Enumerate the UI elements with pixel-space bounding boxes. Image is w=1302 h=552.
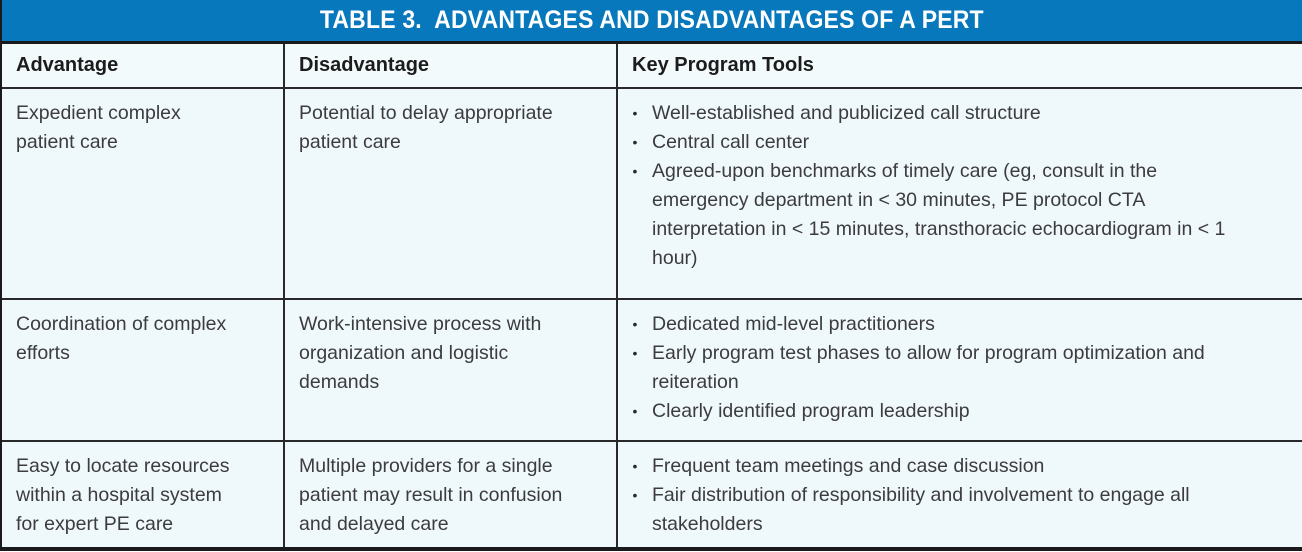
row2-tools-cell: • Dedicated mid-level practitioners • Earl…: [618, 300, 1302, 442]
tool-item: • Clearly identified program leadership: [630, 397, 1246, 426]
tool-item: • Well-established and publicized call st…: [630, 99, 1246, 128]
column-header-advantage: Advantage: [2, 44, 285, 89]
tool-item: • Fair distribution of responsibility and…: [630, 481, 1246, 539]
row1-advantage-cell: Expedient complex patient care: [2, 89, 285, 300]
bullet-icon: •: [632, 403, 638, 419]
tool-item-text: Dedicated mid-level practitioners: [652, 313, 935, 335]
row2-disadvantage-cell: Work-intensive process with organization…: [285, 300, 618, 442]
bullet-icon: •: [632, 345, 638, 361]
bullet-icon: •: [632, 163, 638, 179]
row1-tools-cell: • Well-established and publicized call st…: [618, 89, 1302, 300]
tool-item-text: Well-established and publicized call str…: [652, 102, 1041, 124]
tools-list: • Well-established and publicized call st…: [630, 99, 1246, 273]
tool-item: • Dedicated mid-level practitioners: [630, 310, 1246, 339]
bullet-icon: •: [632, 134, 638, 150]
bullet-icon: •: [632, 487, 638, 503]
tool-item-text: Central call center: [652, 131, 810, 153]
bullet-icon: •: [632, 316, 638, 332]
tool-item: • Central call center: [630, 128, 1246, 157]
tool-item: • Frequent team meetings and case discuss…: [630, 452, 1246, 481]
bullet-icon: •: [632, 105, 638, 121]
table-title: TABLE 3. ADVANTAGES AND DISADVANTAGES OF…: [320, 6, 984, 34]
table-title-bar: TABLE 3. ADVANTAGES AND DISADVANTAGES OF…: [2, 0, 1302, 44]
tool-item-text: Agreed-upon benchmarks of timely care (e…: [652, 160, 1226, 269]
row3-advantage-cell: Easy to locate resources within a hospit…: [2, 442, 285, 547]
tool-item: • Early program test phases to allow for …: [630, 339, 1246, 397]
row3-tools-cell: • Frequent team meetings and case discuss…: [618, 442, 1302, 547]
tool-item: • Agreed-upon benchmarks of timely care (…: [630, 157, 1246, 273]
tools-list: • Frequent team meetings and case discuss…: [630, 452, 1246, 539]
bullet-icon: •: [632, 458, 638, 474]
row1-disadvantage-cell: Potential to delay appropriate patient c…: [285, 89, 618, 300]
column-header-disadvantage: Disadvantage: [285, 44, 618, 89]
table-grid: Advantage Disadvantage Key Program Tools…: [2, 44, 1302, 547]
tool-item-text: Clearly identified program leadership: [652, 400, 970, 422]
tool-item-text: Fair distribution of responsibility and …: [652, 484, 1190, 535]
tools-list: • Dedicated mid-level practitioners • Earl…: [630, 310, 1246, 426]
tool-item-text: Early program test phases to allow for p…: [652, 342, 1205, 393]
tool-item-text: Frequent team meetings and case discussi…: [652, 455, 1045, 477]
column-header-key-program-tools: Key Program Tools: [618, 44, 1302, 89]
row2-advantage-cell: Coordination of complex efforts: [2, 300, 285, 442]
row3-disadvantage-cell: Multiple providers for a single patient …: [285, 442, 618, 547]
